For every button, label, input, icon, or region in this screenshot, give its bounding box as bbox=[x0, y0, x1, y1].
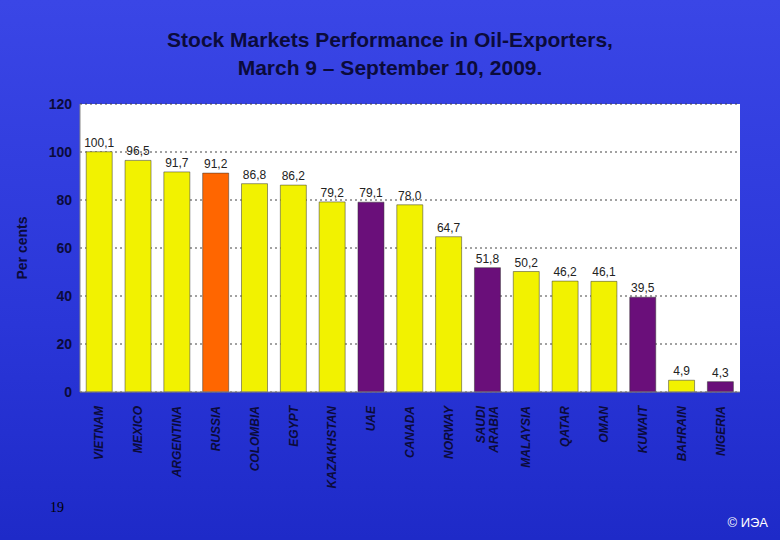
svg-text:BAHRAIN: BAHRAIN bbox=[675, 406, 689, 462]
svg-text:91,7: 91,7 bbox=[165, 156, 189, 170]
svg-text:46,1: 46,1 bbox=[592, 265, 616, 279]
svg-text:86,8: 86,8 bbox=[243, 168, 267, 182]
html-text:19: 19 bbox=[50, 500, 64, 515]
svg-text:SAUDIARABIA: SAUDIARABIA bbox=[474, 405, 501, 453]
svg-text:COLOMBIA: COLOMBIA bbox=[248, 406, 262, 471]
svg-text:20: 20 bbox=[56, 336, 72, 352]
svg-text:96,5: 96,5 bbox=[126, 144, 150, 158]
svg-text:100: 100 bbox=[49, 144, 73, 160]
svg-text:MALAYSIA: MALAYSIA bbox=[519, 406, 533, 468]
svg-text:NORWAY: NORWAY bbox=[442, 405, 456, 459]
svg-text:KUWAIT: KUWAIT bbox=[636, 404, 650, 453]
svg-text:NIGERIA: NIGERIA bbox=[714, 406, 728, 456]
svg-text:64,7: 64,7 bbox=[437, 221, 461, 235]
svg-text:ARGENTINA: ARGENTINA bbox=[170, 406, 184, 478]
svg-text:79,2: 79,2 bbox=[320, 186, 344, 200]
svg-text:Per cents: Per cents bbox=[14, 216, 30, 279]
svg-text:100,1: 100,1 bbox=[84, 136, 114, 150]
svg-text:0: 0 bbox=[64, 384, 72, 400]
svg-text:60: 60 bbox=[56, 240, 72, 256]
svg-text:QATAR: QATAR bbox=[558, 406, 572, 447]
svg-text:91,2: 91,2 bbox=[204, 157, 228, 171]
svg-text:46,2: 46,2 bbox=[553, 265, 577, 279]
svg-text:KAZAKHSTAN: KAZAKHSTAN bbox=[325, 406, 339, 489]
svg-text:OMAN: OMAN bbox=[597, 406, 611, 443]
svg-text:40: 40 bbox=[56, 288, 72, 304]
svg-text:120: 120 bbox=[49, 96, 73, 112]
svg-text:RUSSIA: RUSSIA bbox=[209, 406, 223, 451]
html-text:© ИЭА: © ИЭА bbox=[727, 515, 768, 530]
svg-text:MEXICO: MEXICO bbox=[131, 405, 145, 453]
svg-text:4,3: 4,3 bbox=[712, 366, 729, 380]
svg-text:VIETNAM: VIETNAM bbox=[92, 405, 106, 460]
svg-text:86,2: 86,2 bbox=[282, 169, 306, 183]
html-text:Stock Markets Performance in O: Stock Markets Performance in Oil-Exporte… bbox=[167, 28, 613, 79]
svg-text:CANADA: CANADA bbox=[403, 406, 417, 458]
svg-text:51,8: 51,8 bbox=[476, 252, 500, 266]
svg-text:EGYPT: EGYPT bbox=[287, 404, 301, 446]
svg-text:79,1: 79,1 bbox=[359, 186, 383, 200]
svg-text:80: 80 bbox=[56, 192, 72, 208]
svg-text:50,2: 50,2 bbox=[515, 256, 539, 270]
svg-text:UAE: UAE bbox=[364, 405, 378, 431]
svg-text:4,9: 4,9 bbox=[673, 364, 690, 378]
svg-text:78,0: 78,0 bbox=[398, 189, 422, 203]
svg-text:39,5: 39,5 bbox=[631, 281, 655, 295]
